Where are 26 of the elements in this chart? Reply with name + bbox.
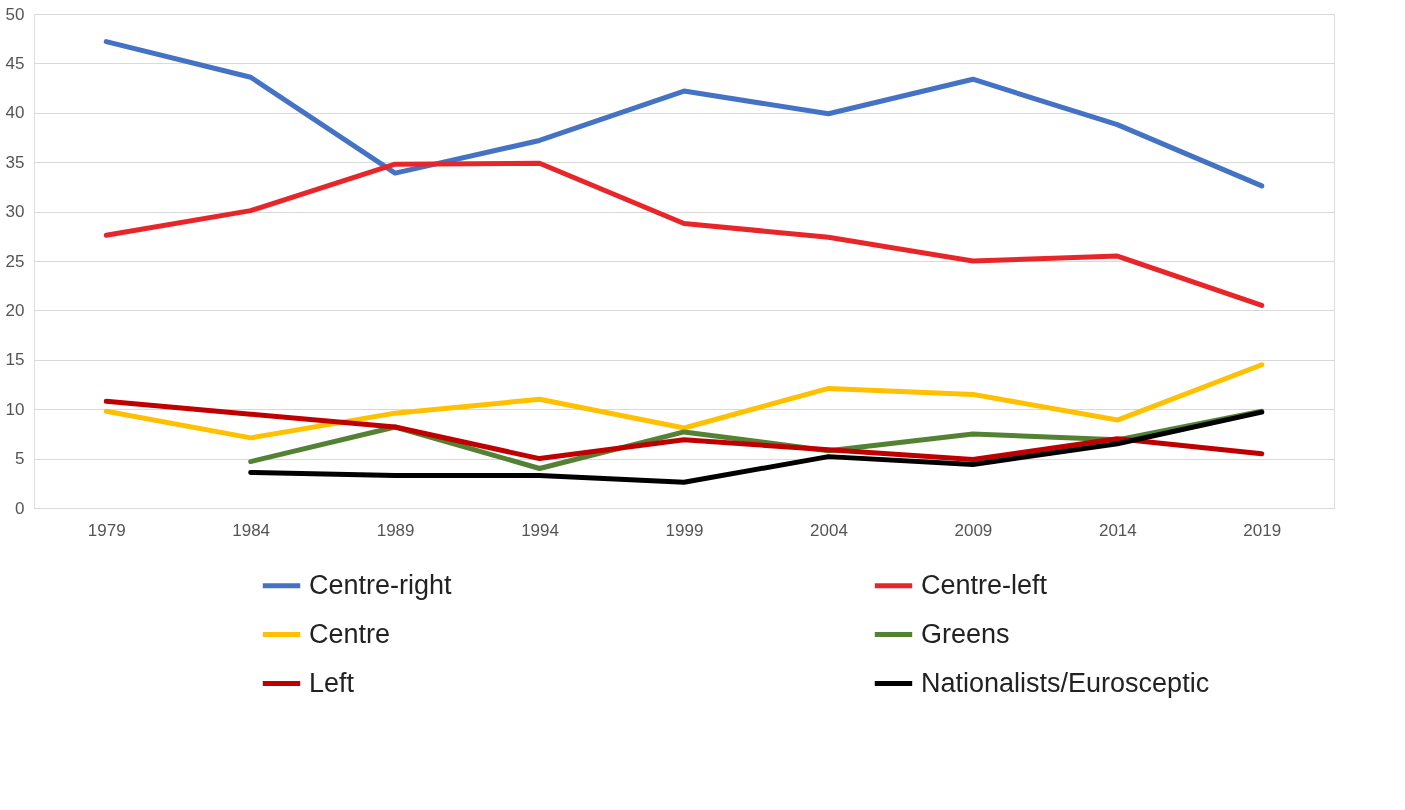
y-tick-label: 10 <box>5 399 25 419</box>
x-tick-label: 1999 <box>665 520 704 540</box>
y-tick-label: 15 <box>5 350 25 370</box>
legend-label: Centre <box>309 618 391 649</box>
y-tick-label: 50 <box>5 4 25 24</box>
y-tick-label: 25 <box>5 251 25 271</box>
legend-label: Nationalists/Eurosceptic <box>921 667 1210 698</box>
y-tick-label: 40 <box>5 103 25 123</box>
x-tick-label: 1994 <box>521 520 559 540</box>
x-tick-label: 2014 <box>1098 520 1137 540</box>
y-tick-label: 20 <box>5 300 25 320</box>
x-tick-label: 2004 <box>810 520 848 540</box>
legend-label: Left <box>309 667 355 698</box>
x-tick-label: 1984 <box>232 520 271 540</box>
x-tick-label: 1979 <box>87 520 126 540</box>
legend-label: Centre-left <box>921 569 1048 600</box>
x-tick-label: 1989 <box>376 520 415 540</box>
y-tick-label: 35 <box>5 152 25 172</box>
x-tick-label: 2019 <box>1243 520 1282 540</box>
y-tick-label: 30 <box>5 202 25 222</box>
x-tick-label: 2009 <box>954 520 993 540</box>
y-tick-label: 45 <box>5 53 25 73</box>
legend-label: Greens <box>921 618 1010 649</box>
y-tick-label: 0 <box>15 498 25 518</box>
legend-label: Centre-right <box>309 569 453 600</box>
y-tick-label: 5 <box>15 449 25 469</box>
